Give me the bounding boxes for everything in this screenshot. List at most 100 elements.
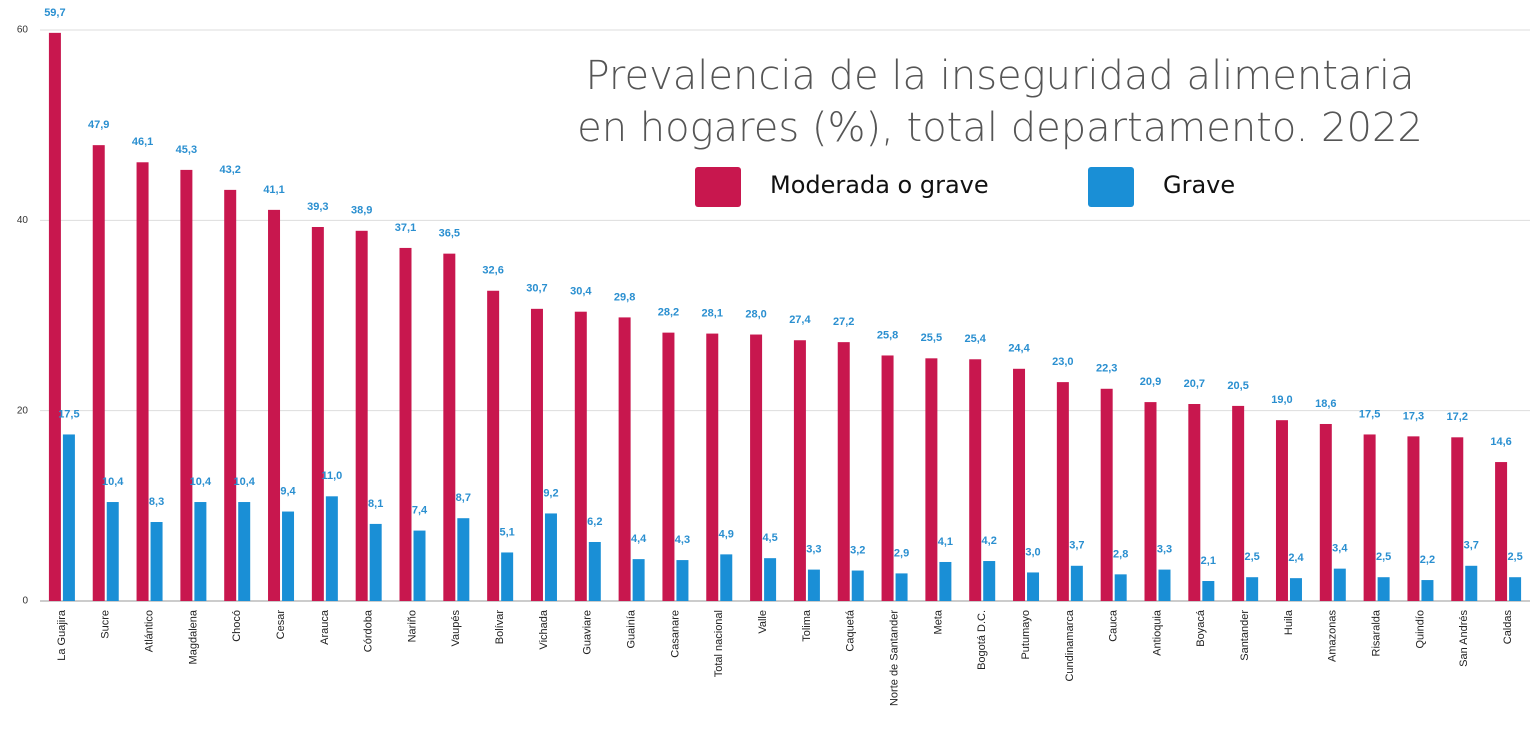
value-label: 30,4 — [570, 286, 592, 298]
value-label: 4,5 — [762, 532, 777, 544]
bar — [895, 573, 908, 601]
bar — [355, 230, 368, 601]
bar — [150, 522, 163, 601]
x-tick-label: Vaupés — [450, 610, 462, 647]
x-tick-label: Valle — [757, 610, 769, 634]
x-tick-label: Huila — [1283, 609, 1295, 635]
value-label: 20,5 — [1227, 380, 1248, 392]
value-label: 9,4 — [280, 485, 296, 497]
bar — [544, 513, 557, 601]
bar — [750, 334, 763, 601]
chart-title: en hogares (%), total departamento. 2022 — [577, 105, 1423, 151]
value-label: 22,3 — [1096, 363, 1117, 375]
x-tick-label: Cundinamarca — [1064, 609, 1076, 681]
bar — [136, 162, 149, 601]
value-label: 28,1 — [702, 307, 723, 319]
bar — [925, 358, 938, 601]
x-tick-label: Quindío — [1414, 610, 1426, 649]
bar — [983, 561, 996, 601]
bar — [1100, 388, 1113, 601]
bar — [574, 311, 587, 601]
value-label: 4,3 — [675, 534, 690, 546]
bar — [1070, 565, 1083, 601]
legend-label: Moderada o grave — [770, 171, 989, 199]
value-label: 2,9 — [894, 547, 909, 559]
x-tick-label: Bolívar — [494, 610, 506, 645]
bar — [1027, 572, 1040, 601]
value-label: 4,1 — [938, 536, 953, 548]
value-label: 3,7 — [1464, 540, 1479, 552]
bar — [881, 355, 894, 601]
value-label: 17,5 — [58, 408, 79, 420]
value-label: 47,9 — [88, 119, 109, 131]
x-tick-label: Boyacá — [1195, 609, 1207, 647]
x-tick-label: Cauca — [1108, 609, 1120, 642]
value-label: 9,2 — [543, 487, 558, 499]
bar — [618, 317, 631, 601]
y-tick-label: 20 — [17, 405, 29, 416]
x-tick-label: Norte de Santander — [888, 610, 900, 706]
x-tick-label: Caldas — [1502, 610, 1514, 645]
bar — [1056, 382, 1069, 601]
value-label: 41,1 — [263, 184, 284, 196]
bar — [1495, 462, 1508, 601]
value-label: 23,0 — [1052, 356, 1073, 368]
value-label: 30,7 — [526, 283, 547, 295]
x-tick-label: Meta — [932, 609, 944, 634]
x-tick-label: Bogotá D.C. — [976, 610, 988, 670]
value-label: 43,2 — [219, 164, 240, 176]
x-tick-label: Total nacional — [713, 610, 725, 677]
bar — [399, 247, 412, 601]
legend-label: Grave — [1163, 171, 1235, 199]
bar — [807, 569, 820, 601]
value-label: 3,3 — [1157, 544, 1172, 556]
value-label: 17,5 — [1359, 408, 1380, 420]
value-label: 25,8 — [877, 329, 898, 341]
bar — [413, 530, 426, 601]
bar — [939, 561, 952, 601]
value-label: 2,4 — [1288, 552, 1304, 564]
bar — [1114, 574, 1127, 601]
bar — [1232, 405, 1245, 601]
bar — [1407, 436, 1420, 601]
bar — [268, 209, 281, 602]
bar — [325, 496, 338, 601]
x-tick-label: Sucre — [100, 610, 112, 639]
bar — [106, 502, 119, 601]
bar — [1289, 578, 1302, 601]
value-label: 19,0 — [1271, 394, 1292, 406]
bar — [369, 523, 382, 601]
value-label: 10,4 — [233, 476, 255, 488]
bar — [1158, 569, 1171, 601]
bar — [1202, 581, 1215, 601]
x-tick-label: Cesar — [275, 610, 287, 640]
bar — [443, 253, 456, 601]
value-label: 25,4 — [964, 333, 986, 345]
value-label: 2,2 — [1420, 554, 1435, 566]
x-tick-label: Guainía — [626, 609, 638, 648]
value-label: 37,1 — [395, 222, 416, 234]
bar — [238, 502, 251, 601]
x-tick-label: Putumayo — [1020, 610, 1032, 660]
bar — [1275, 420, 1288, 601]
x-tick-label: Córdoba — [363, 609, 375, 652]
value-label: 38,9 — [351, 205, 372, 217]
bar — [588, 541, 601, 601]
value-label: 17,3 — [1403, 410, 1424, 422]
value-label: 11,0 — [321, 470, 342, 482]
bar — [501, 552, 514, 601]
bar — [1377, 577, 1390, 601]
chart-title: Prevalencia de la inseguridad alimentari… — [585, 53, 1414, 99]
value-label: 45,3 — [176, 144, 197, 156]
x-tick-label: Vichada — [538, 609, 550, 649]
x-tick-label: Risaralda — [1371, 609, 1383, 656]
value-label: 32,6 — [482, 265, 503, 277]
bar — [793, 340, 806, 601]
value-label: 4,2 — [982, 535, 997, 547]
value-label: 2,5 — [1507, 551, 1522, 563]
x-tick-label: Guaviare — [582, 610, 594, 655]
value-label: 2,8 — [1113, 548, 1128, 560]
value-label: 5,1 — [499, 526, 514, 538]
bar — [1319, 423, 1332, 601]
